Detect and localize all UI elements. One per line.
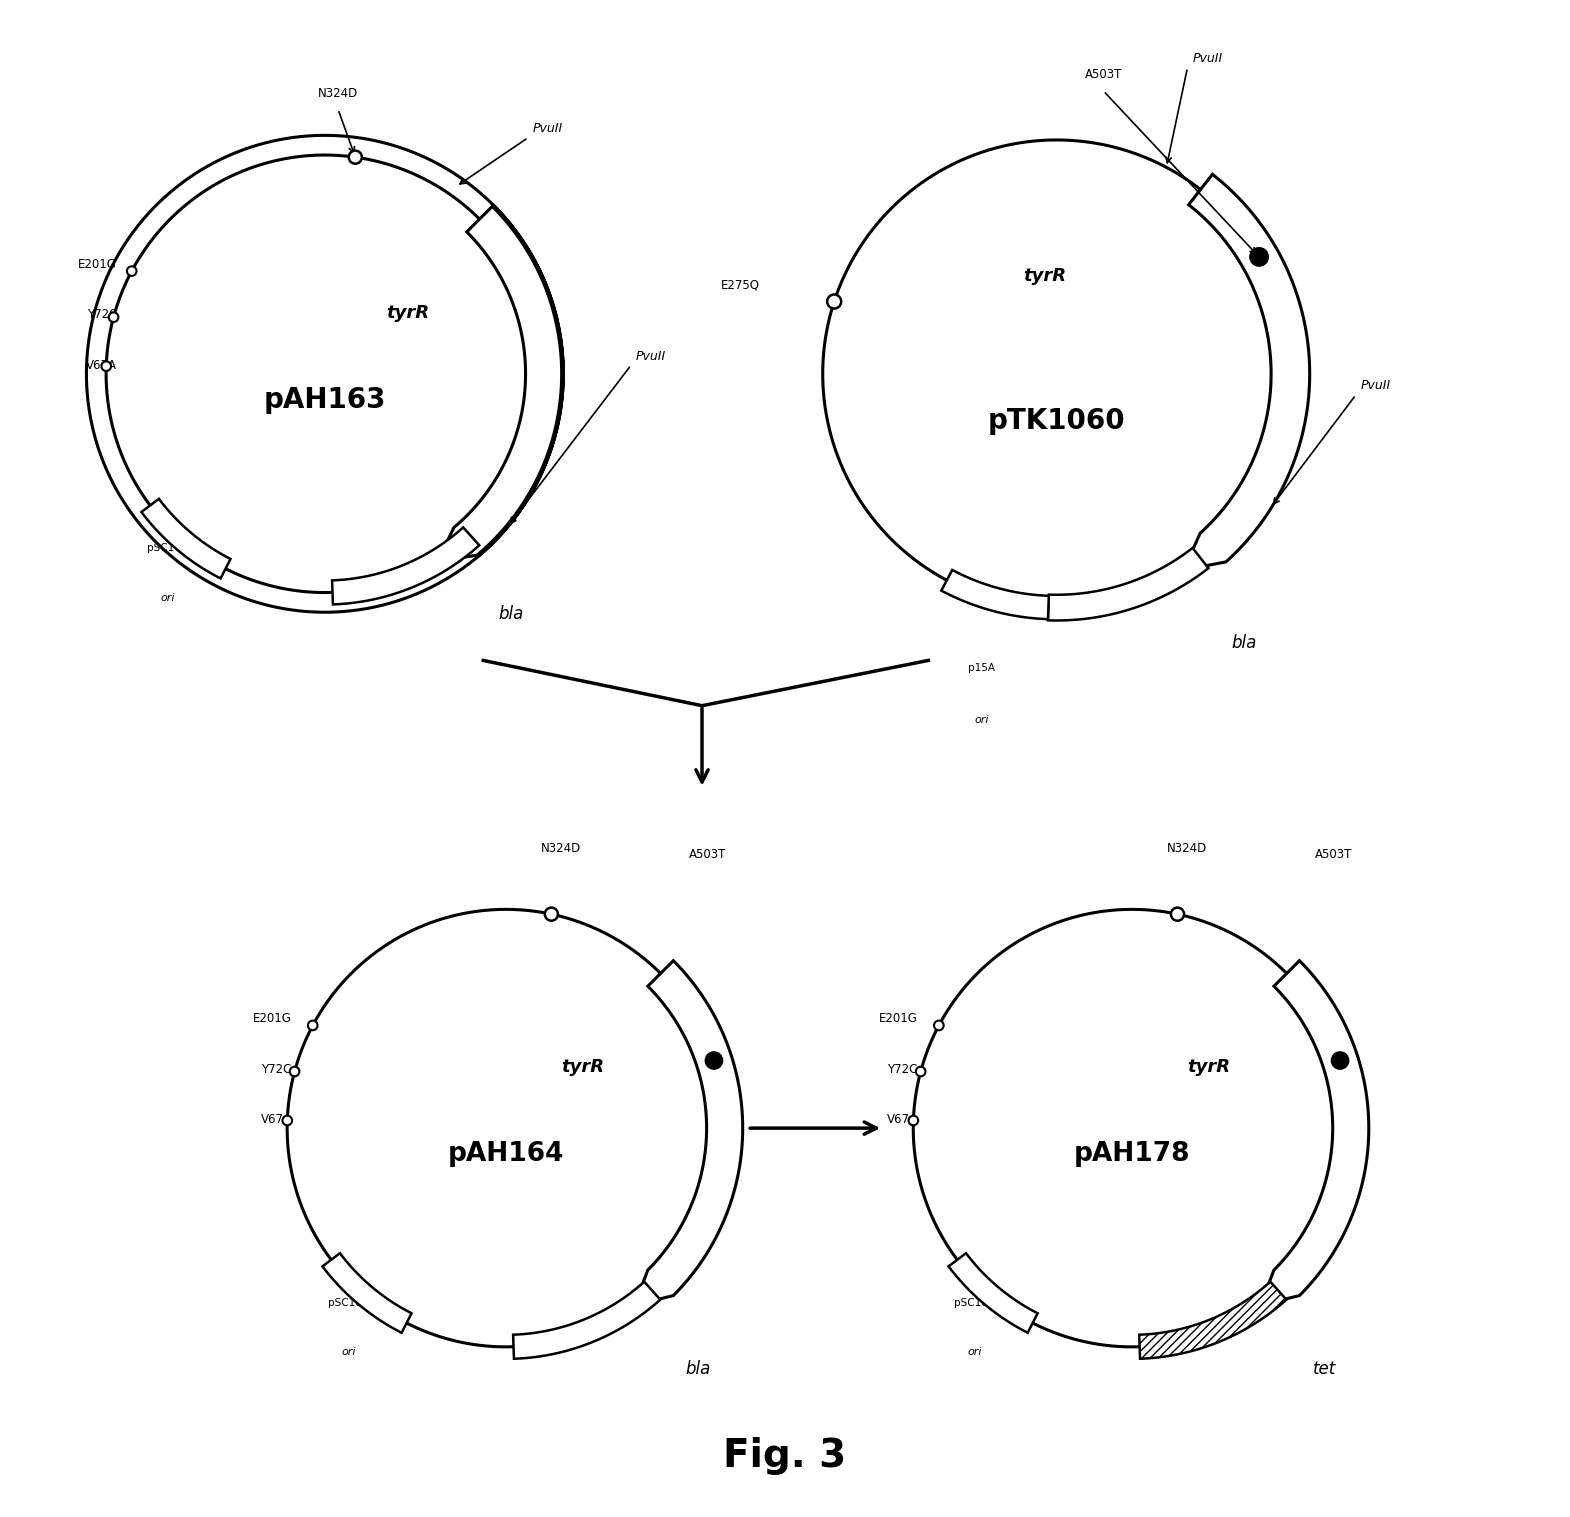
- Text: Fig. 3: Fig. 3: [724, 1437, 846, 1475]
- Text: ori: ori: [975, 715, 989, 725]
- Text: N324D: N324D: [540, 842, 581, 854]
- Circle shape: [308, 1021, 317, 1030]
- Text: E201G: E201G: [253, 1012, 292, 1025]
- Polygon shape: [634, 960, 743, 1305]
- Text: pTK1060: pTK1060: [988, 407, 1126, 434]
- Text: V67A: V67A: [261, 1113, 292, 1126]
- Text: V67A: V67A: [887, 1113, 917, 1126]
- Circle shape: [915, 1066, 925, 1077]
- Circle shape: [827, 294, 842, 308]
- Polygon shape: [1140, 1282, 1286, 1359]
- Text: pAH164: pAH164: [447, 1141, 564, 1168]
- Text: bla: bla: [498, 605, 523, 623]
- Circle shape: [545, 907, 557, 921]
- Circle shape: [283, 1115, 292, 1126]
- Text: PvuII: PvuII: [532, 123, 564, 135]
- Circle shape: [909, 1115, 918, 1126]
- Circle shape: [934, 1021, 944, 1030]
- Polygon shape: [438, 206, 562, 561]
- Circle shape: [108, 313, 118, 322]
- Polygon shape: [322, 1253, 411, 1333]
- Text: tet: tet: [1313, 1359, 1336, 1377]
- Circle shape: [705, 1053, 722, 1069]
- Text: bla: bla: [1231, 634, 1256, 652]
- Text: E201G: E201G: [78, 258, 118, 272]
- Text: E201G: E201G: [879, 1012, 917, 1025]
- Text: PvuII: PvuII: [1192, 52, 1223, 65]
- Polygon shape: [1184, 174, 1309, 570]
- Text: tyrR: tyrR: [386, 303, 430, 322]
- Circle shape: [1250, 247, 1269, 265]
- Text: PvuII: PvuII: [636, 350, 666, 363]
- Text: tyrR: tyrR: [560, 1057, 604, 1076]
- Polygon shape: [942, 570, 1049, 619]
- Text: E275Q: E275Q: [721, 279, 760, 291]
- Text: tyrR: tyrR: [1187, 1057, 1231, 1076]
- Circle shape: [1331, 1053, 1349, 1069]
- Polygon shape: [948, 1253, 1038, 1333]
- Text: ori: ori: [160, 593, 174, 602]
- Text: pSC101: pSC101: [328, 1297, 369, 1308]
- Text: Y72C: Y72C: [887, 1062, 917, 1076]
- Text: pAH178: pAH178: [1074, 1141, 1190, 1168]
- Text: pSC101: pSC101: [955, 1297, 995, 1308]
- Text: pSC101: pSC101: [148, 543, 187, 554]
- Text: A503T: A503T: [1085, 68, 1123, 80]
- Circle shape: [290, 1066, 300, 1077]
- Text: N324D: N324D: [1167, 842, 1207, 854]
- Text: N324D: N324D: [317, 88, 358, 100]
- Text: pAH163: pAH163: [264, 385, 386, 414]
- Polygon shape: [333, 528, 479, 604]
- Text: V67A: V67A: [86, 358, 118, 372]
- Circle shape: [1171, 907, 1184, 921]
- Polygon shape: [1261, 960, 1369, 1305]
- Text: ori: ori: [967, 1347, 981, 1356]
- Text: PvuII: PvuII: [1361, 379, 1391, 391]
- Circle shape: [349, 150, 361, 164]
- Text: bla: bla: [686, 1359, 711, 1377]
- Circle shape: [127, 267, 137, 276]
- Text: ori: ori: [341, 1347, 356, 1356]
- Text: A503T: A503T: [1314, 848, 1352, 862]
- Polygon shape: [1047, 548, 1209, 620]
- Text: p15A: p15A: [969, 663, 995, 674]
- Polygon shape: [513, 1282, 661, 1359]
- Polygon shape: [141, 499, 231, 578]
- Text: Y72C: Y72C: [86, 308, 118, 322]
- Text: tyrR: tyrR: [1024, 267, 1066, 285]
- Text: Y72C: Y72C: [261, 1062, 292, 1076]
- Text: A503T: A503T: [689, 848, 725, 862]
- Circle shape: [102, 361, 111, 372]
